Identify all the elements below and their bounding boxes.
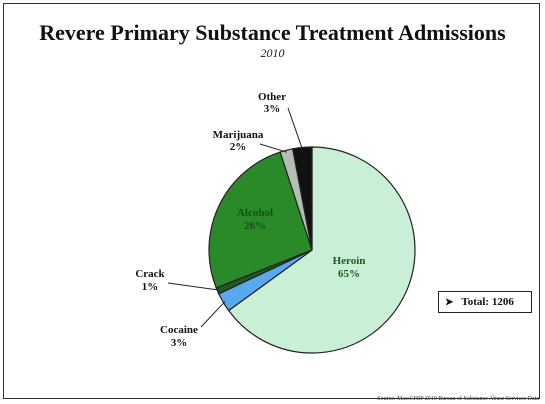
total-box: ➤ Total: 1206	[438, 291, 532, 313]
chart-title: Revere Primary Substance Treatment Admis…	[39, 20, 506, 45]
arrow-icon: ➤	[445, 296, 454, 308]
pie-slice-heroin	[227, 146, 416, 354]
leader-line-crack	[167, 282, 220, 291]
slice-pct-crack: 1%	[142, 281, 159, 293]
leader-line-marijuana	[259, 143, 288, 153]
total-label: Total: 1206	[461, 296, 514, 308]
slice-label-crack: Crack	[135, 268, 165, 280]
slice-pct-cocaine: 3%	[171, 337, 188, 349]
slice-pct-heroin: 65%	[338, 268, 360, 280]
slice-label-heroin: Heroin	[333, 255, 366, 267]
slice-label-other: Other	[258, 91, 286, 103]
leader-line-cocaine	[200, 301, 226, 328]
slice-pct-marijuana: 2%	[230, 141, 247, 153]
chart-subtitle: 2010	[260, 46, 285, 60]
slice-label-alcohol: Alcohol	[237, 207, 273, 219]
slice-pct-other: 3%	[264, 103, 281, 115]
slice-pct-alcohol: 26%	[244, 220, 266, 232]
pie-slice-alcohol	[208, 151, 313, 289]
slice-label-cocaine: Cocaine	[160, 324, 198, 336]
source-note: Source: MassCHIP 2010 Bureau of Substanc…	[377, 396, 539, 402]
slice-label-marijuana: Marijuana	[213, 129, 264, 141]
leader-line-other	[287, 107, 303, 150]
